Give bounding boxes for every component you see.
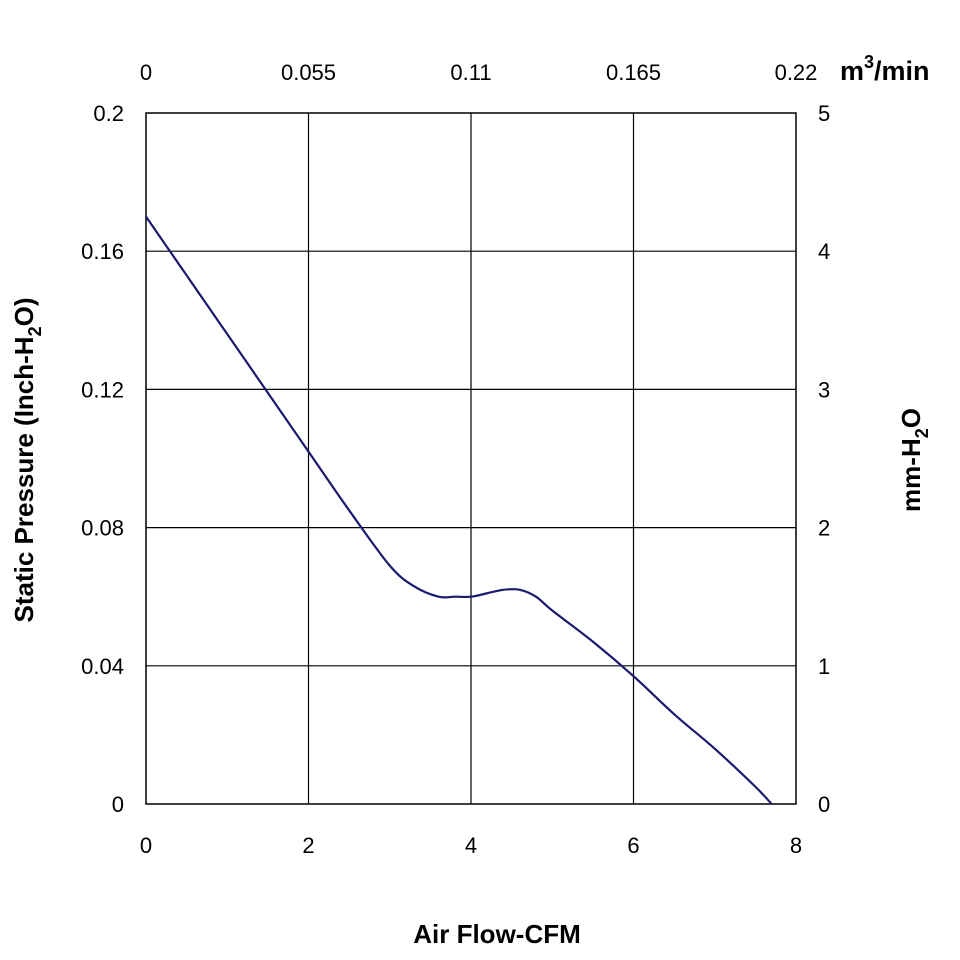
right-axis-title: mm-H2O [896,408,932,512]
top-tick-label: 0.11 [450,60,491,85]
top-tick-label: 0 [140,60,152,85]
x-axis-title: Air Flow-CFM [413,919,581,949]
right-tick-label: 5 [818,101,830,126]
top-tick-label: 0.22 [775,60,818,85]
y-tick-label: 0.04 [81,654,124,679]
x-tick-label: 0 [140,833,152,858]
top-tick-label: 0.055 [281,60,336,85]
x-tick-label: 6 [627,833,639,858]
right-tick-label: 3 [818,377,830,402]
plot-frame [145,112,797,805]
y-axis-ticks: 0 0.04 0.08 0.12 0.16 0.2 [81,101,124,817]
y-tick-label: 0.2 [93,101,124,126]
x-tick-label: 8 [790,833,802,858]
top-axis-unit: m3/min [840,52,930,86]
right-tick-label: 2 [818,516,830,541]
y-axis-title: Static Pressure (Inch-H2O) [9,298,45,623]
series-line-static-pressure [145,216,773,805]
x-tick-label: 4 [465,833,477,858]
y-tick-label: 0.16 [81,239,124,264]
right-axis-ticks: 0 1 2 3 4 5 [818,101,830,817]
curve-layer [145,216,773,805]
x-tick-label: 2 [302,833,314,858]
top-tick-label: 0.165 [606,60,661,85]
x-axis-ticks: 0 2 4 6 8 [140,833,802,858]
right-tick-label: 0 [818,792,830,817]
y-tick-label: 0.08 [81,516,124,541]
grid-lines [146,113,796,804]
right-tick-label: 1 [818,654,830,679]
right-tick-label: 4 [818,239,830,264]
y-tick-label: 0.12 [81,377,124,402]
y-tick-label: 0 [112,792,124,817]
top-axis-ticks: 0 0.055 0.11 0.165 0.22 [140,60,818,85]
